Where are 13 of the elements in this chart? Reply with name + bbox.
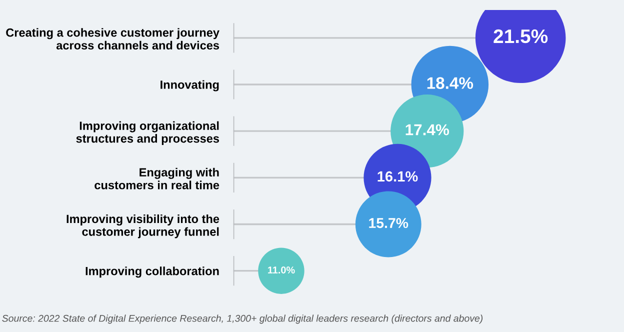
data-label: 16.1% xyxy=(378,171,418,182)
category-label: Improving organizational structures and processes xyxy=(76,121,220,146)
category-label: Improving collaboration xyxy=(86,266,219,278)
category-label: Creating a cohesive customer journey across channels and devices xyxy=(6,28,220,50)
category-label: Engaging with customers in real time xyxy=(94,168,220,190)
data-label: 17.4% xyxy=(406,124,450,136)
data-label: 18.4% xyxy=(427,77,474,89)
category-label: Improving visibility into the customer journey funnel xyxy=(66,214,220,238)
data-label: 15.7% xyxy=(369,218,408,228)
category-label: Innovating xyxy=(160,80,219,92)
data-label: 11.0% xyxy=(268,266,295,274)
data-label: 21.5% xyxy=(494,29,548,44)
source-note: Source: 2022 State of Digital Experience Research, 1,300+ global digital leaders research (directors and above) xyxy=(2,314,483,324)
